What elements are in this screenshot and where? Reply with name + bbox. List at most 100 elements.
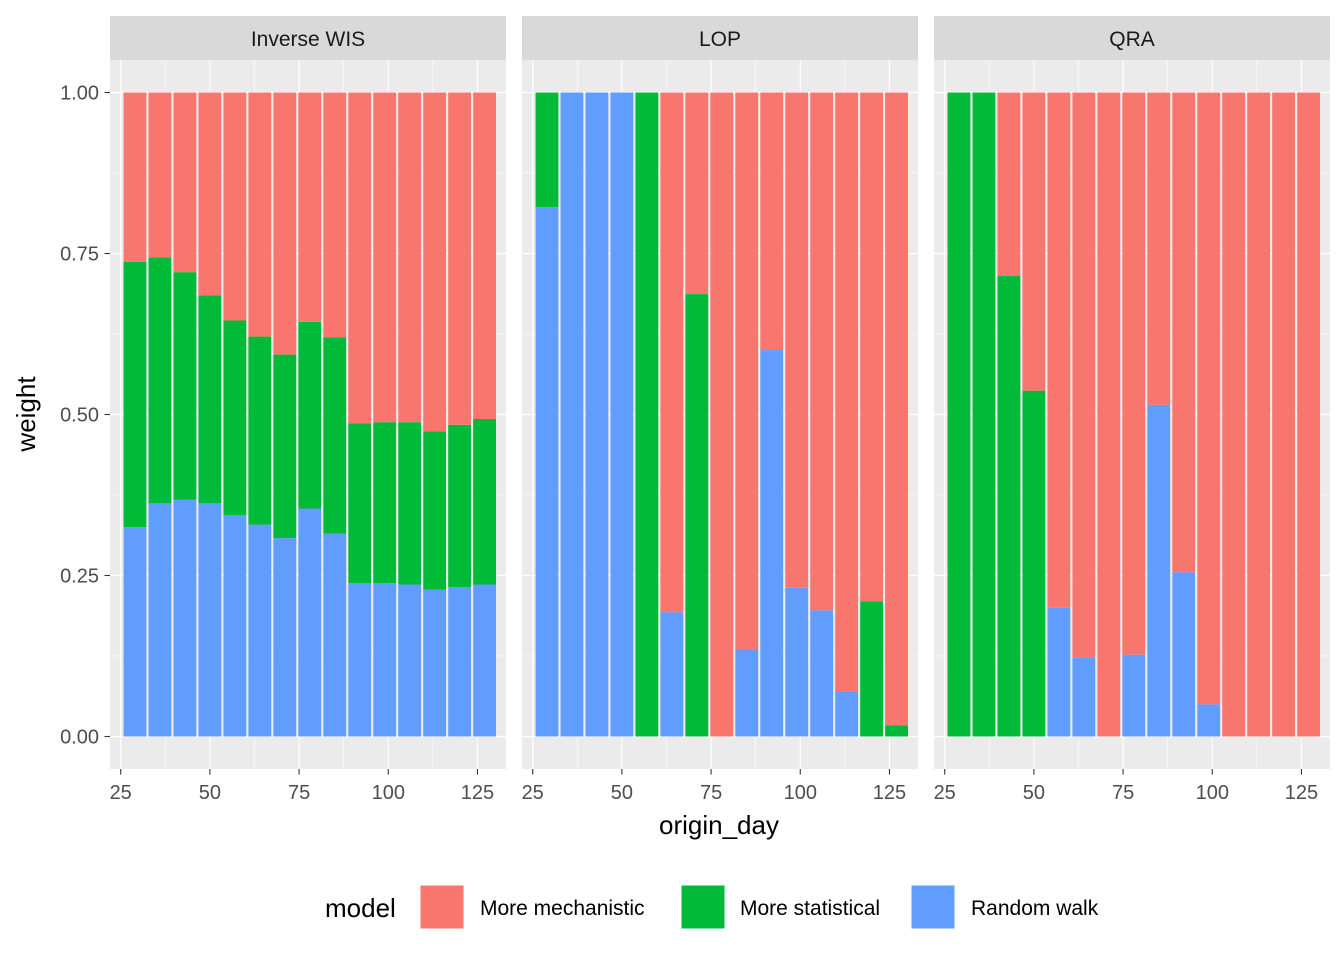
bar-segment	[248, 92, 272, 337]
bar-segment	[1047, 607, 1071, 737]
bar-segment	[148, 92, 172, 258]
bar-segment	[660, 612, 684, 737]
legend-entry-label: More mechanistic	[480, 897, 645, 920]
bar-segment	[635, 92, 659, 737]
bar-segment	[373, 422, 397, 584]
legend-key	[680, 884, 726, 930]
bar-segment	[997, 92, 1021, 277]
bar-segment	[298, 92, 322, 322]
bar-segment	[198, 295, 222, 504]
bar-segment	[398, 422, 422, 585]
bar-segment	[173, 499, 197, 737]
bar-segment	[1122, 654, 1146, 737]
bar-segment	[1147, 92, 1171, 405]
bar-segment	[248, 336, 272, 525]
facet-title: LOP	[699, 28, 741, 51]
bar-segment	[173, 92, 197, 273]
x-tick-label: 75	[1112, 782, 1134, 804]
bar-segment	[760, 350, 784, 737]
x-tick-label: 100	[372, 782, 405, 804]
bar-segment	[348, 583, 372, 737]
facet-strip	[934, 16, 1330, 60]
legend-title: model	[325, 893, 396, 923]
bar-segment	[810, 92, 834, 611]
bar-segment	[810, 610, 834, 737]
bar-segment	[785, 92, 809, 588]
bar-segment	[997, 276, 1021, 737]
legend-key	[910, 884, 956, 930]
bar-segment	[298, 508, 322, 737]
bar-segment	[198, 92, 222, 296]
bar-segment	[1022, 92, 1046, 391]
facet-strip	[110, 16, 506, 60]
bar-segment	[1172, 92, 1196, 573]
x-tick-label: 125	[1285, 782, 1318, 804]
bar-segment	[835, 691, 859, 737]
bar-segment	[947, 92, 971, 737]
bar-segment	[273, 92, 297, 355]
legend: model More mechanistic More statistical Ra…	[325, 884, 1099, 930]
bar-segment	[173, 272, 197, 500]
bar-segment	[398, 584, 422, 737]
x-axis-title: origin_day	[659, 810, 779, 840]
bar-segment	[123, 261, 147, 528]
bar-segment	[685, 92, 709, 295]
bar-segment	[323, 337, 347, 534]
y-axis-title: weight	[11, 376, 41, 453]
bar-segment	[448, 92, 472, 425]
bar-segment	[1047, 92, 1071, 608]
bar-segment	[972, 92, 996, 737]
bar-segment	[760, 92, 784, 351]
facet-panel: Inverse WIS 25 50 75 100 125	[110, 16, 506, 804]
bar-segment	[473, 92, 497, 420]
x-tick-label: 75	[288, 782, 310, 804]
bar-segment	[373, 92, 397, 423]
y-tick-label: 0.25	[60, 565, 99, 587]
bar-segment	[1072, 657, 1096, 737]
bar-segment	[448, 587, 472, 737]
bar-segment	[423, 589, 447, 737]
bar-segment	[248, 524, 272, 737]
bar-segment	[223, 514, 247, 737]
facet-panel: LOP 25 50 75 100 125	[522, 16, 918, 804]
bar-segment	[1272, 92, 1296, 737]
bar-segment	[148, 503, 172, 737]
bar-segment	[448, 424, 472, 588]
bar-segment	[1222, 92, 1246, 737]
bar-segment	[273, 538, 297, 737]
bar-segment	[148, 257, 172, 504]
bar-segment	[685, 294, 709, 737]
bar-segment	[298, 321, 322, 509]
bar-segment	[473, 419, 497, 585]
bar-segment	[1197, 704, 1221, 737]
legend-entry-label: More statistical	[740, 897, 880, 920]
facet-title: Inverse WIS	[251, 28, 365, 51]
bar-segment	[123, 92, 147, 262]
bar-segment	[123, 527, 147, 737]
bar-segment	[885, 725, 909, 737]
bar-segment	[735, 92, 759, 650]
bar-segment	[1072, 92, 1096, 658]
bar-segment	[323, 92, 347, 338]
legend-entry-label: Random walk	[971, 897, 1099, 920]
y-tick-label: 0.75	[60, 244, 99, 266]
bar-segment	[1247, 92, 1271, 737]
bar-segment	[423, 431, 447, 590]
x-tick-label: 25	[934, 782, 956, 804]
bar-segment	[610, 92, 634, 737]
x-tick-label: 25	[522, 782, 544, 804]
x-tick-label: 100	[1196, 782, 1229, 804]
bar-segment	[223, 320, 247, 515]
bar-segment	[1022, 390, 1046, 737]
x-tick-label: 100	[784, 782, 817, 804]
bar-segment	[1172, 572, 1196, 737]
x-tick-label: 75	[700, 782, 722, 804]
facet-panel: QRA 25 50 75 100 125	[934, 16, 1330, 804]
bar-segment	[860, 601, 884, 737]
bar-segment	[535, 92, 559, 208]
bar-segment	[373, 583, 397, 737]
bar-segment	[1097, 92, 1121, 737]
bar-segment	[1147, 404, 1171, 737]
